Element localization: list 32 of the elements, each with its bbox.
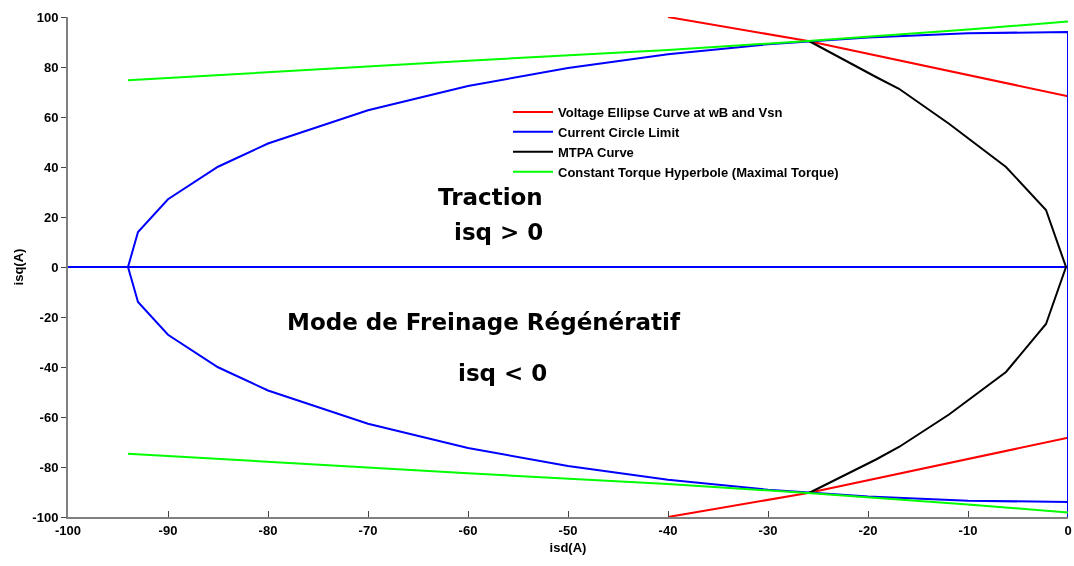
x-axis-title: isd(A) (549, 539, 587, 555)
y-tick-label: 0 (51, 259, 59, 275)
y-tick-label: 60 (43, 109, 59, 125)
x-tick-label: -20 (858, 522, 878, 538)
x-tick-label: -90 (158, 522, 178, 538)
x-tick-label: -10 (958, 522, 978, 538)
x-tick-label: 0 (1064, 522, 1072, 538)
y-tick-label: 20 (43, 209, 59, 225)
legend-label: Constant Torque Hyperbole (Maximal Torque) (558, 164, 839, 180)
y-tick-label: -80 (39, 459, 59, 475)
x-tick-label: -70 (358, 522, 378, 538)
y-tick-label: -100 (32, 509, 59, 525)
legend-label: Voltage Ellipse Curve at wB and Vsn (558, 105, 783, 121)
y-tick-label: 100 (36, 9, 59, 25)
x-tick-label: -60 (458, 522, 478, 538)
annotation: isq < 0 (458, 360, 548, 386)
x-tick-label: -80 (258, 522, 278, 538)
y-tick-label: -60 (39, 409, 59, 425)
y-axis-title: isq(A) (10, 248, 26, 286)
annotation: isq > 0 (454, 219, 544, 245)
y-tick-label: 40 (43, 159, 59, 175)
x-tick-label: -100 (54, 522, 82, 538)
legend-label: Current Circle Limit (558, 124, 681, 140)
annotation: Traction (438, 184, 543, 210)
x-tick-label: -30 (758, 522, 778, 538)
x-tick-label: -40 (658, 522, 678, 538)
annotation: Mode de Freinage Régénératif (287, 309, 681, 335)
legend-label: MTPA Curve (558, 144, 634, 160)
x-tick-label: -50 (558, 522, 578, 538)
y-tick-label: -20 (39, 309, 59, 325)
y-tick-label: -40 (39, 359, 59, 375)
y-tick-label: 80 (43, 59, 59, 75)
